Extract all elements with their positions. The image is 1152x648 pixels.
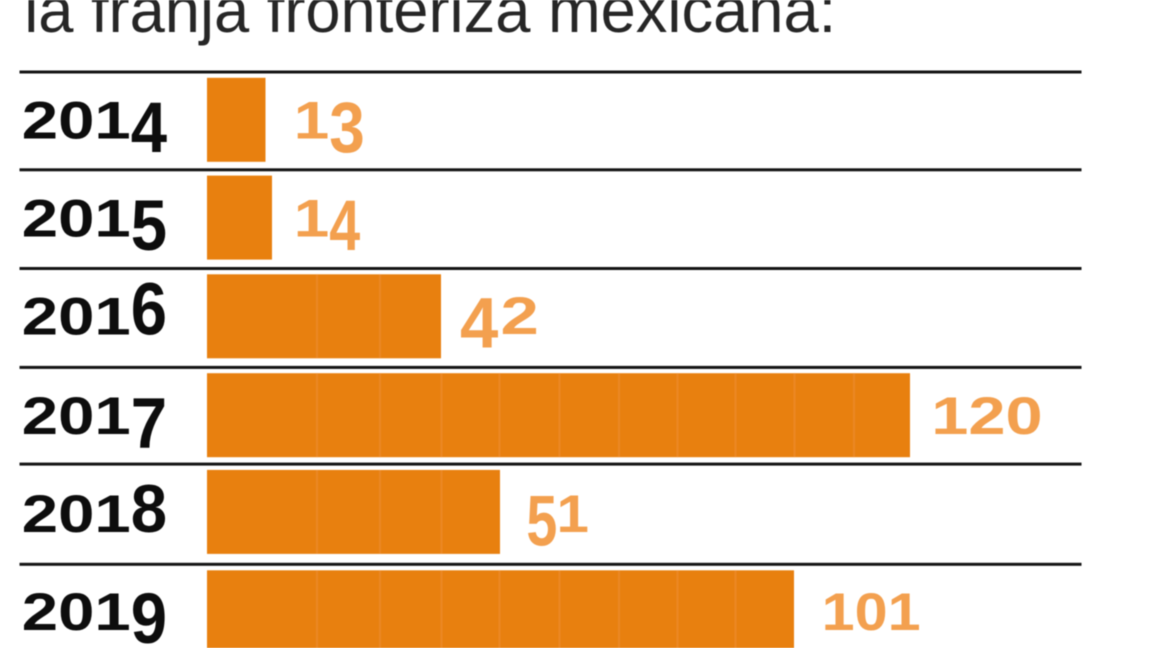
svg-text:1: 1 xyxy=(557,484,589,543)
svg-text:4: 4 xyxy=(131,89,167,168)
svg-text:201: 201 xyxy=(22,484,131,544)
svg-text:120: 120 xyxy=(931,386,1042,446)
svg-text:4: 4 xyxy=(460,283,498,363)
svg-text:201: 201 xyxy=(22,91,131,151)
svg-text:6: 6 xyxy=(131,268,167,351)
svg-text:201: 201 xyxy=(22,386,131,446)
svg-text:3: 3 xyxy=(329,89,365,168)
svg-text:201: 201 xyxy=(22,188,131,248)
svg-text:5: 5 xyxy=(131,186,167,265)
svg-text:1: 1 xyxy=(294,190,330,249)
svg-text:101: 101 xyxy=(822,582,921,641)
svg-text:201: 201 xyxy=(22,582,131,642)
svg-text:1: 1 xyxy=(294,92,330,151)
svg-text:5: 5 xyxy=(526,481,557,561)
svg-text:7: 7 xyxy=(131,384,167,463)
svg-text:la franja fronteriza mexicana:: la franja fronteriza mexicana: xyxy=(24,0,836,46)
svg-text:9: 9 xyxy=(131,580,167,648)
svg-text:4: 4 xyxy=(329,185,360,265)
svg-text:8: 8 xyxy=(131,472,167,547)
svg-text:201: 201 xyxy=(22,287,131,347)
svg-text:2: 2 xyxy=(501,287,539,346)
